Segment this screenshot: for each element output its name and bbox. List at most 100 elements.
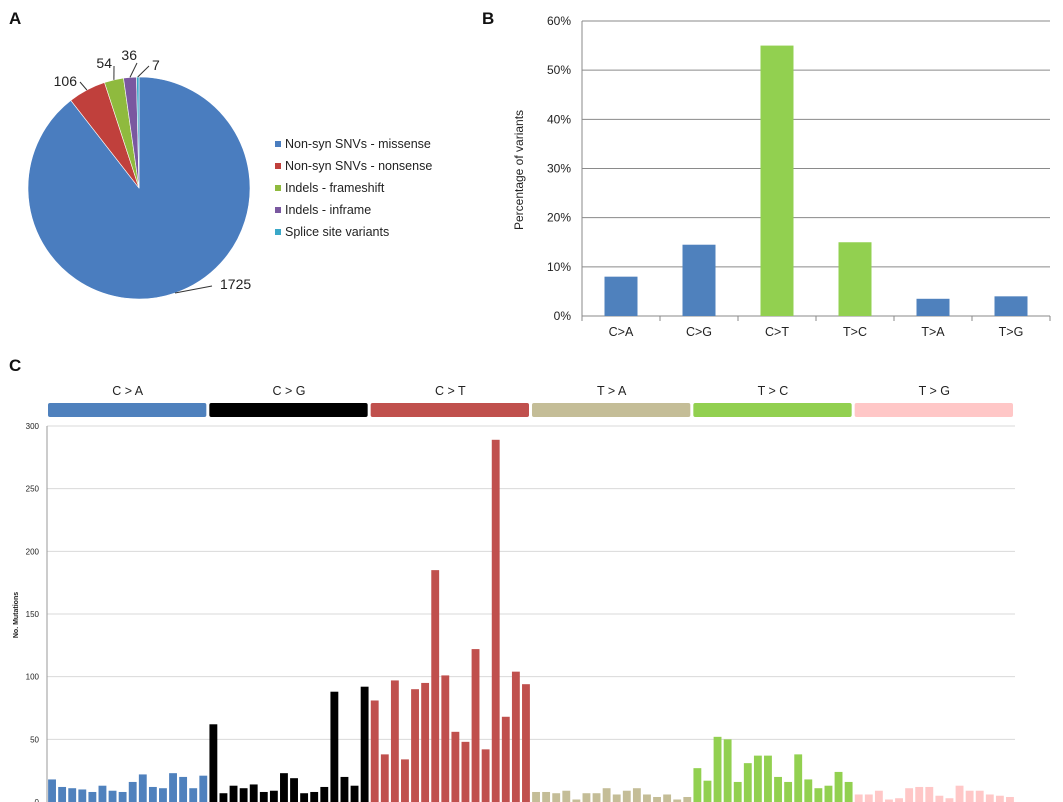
bar-chart-c-group-headers: C > A C > G C > T T > A T > C T > G [48,384,1013,417]
bar [885,799,893,802]
bar [985,794,994,802]
bar [834,771,843,802]
y-tick-label: 60% [547,14,571,28]
bar [592,793,601,802]
bar [995,795,1004,802]
bar [854,794,863,802]
bar [945,798,954,802]
group-header-label: T > G [919,384,950,398]
bar [330,691,339,802]
bar [723,739,732,802]
bar [814,788,823,802]
bar [905,788,914,802]
bar-chart-b-grid [582,20,1050,317]
bar [562,790,571,802]
pie-value-label: 1725 [220,276,251,292]
bar [713,736,722,802]
bar [461,741,470,802]
bar [522,684,530,802]
bar [743,763,752,802]
bar [401,759,409,802]
y-tick-label: 50 [30,735,39,744]
group-header-bar [209,403,368,417]
y-tick-label: 0% [554,309,572,323]
y-tick-label: 30% [547,162,571,176]
bar [481,749,490,802]
pie-value-label: 54 [96,55,112,71]
bar [491,439,500,802]
bar [350,785,359,802]
bar [219,793,228,802]
bar [895,798,903,802]
bar [370,700,379,802]
group-header-bar [693,403,852,417]
bar [643,794,651,802]
bar [915,786,924,802]
pie-slices [27,76,251,300]
bar [88,791,97,802]
legend-swatch [275,141,281,147]
y-tick-label: 10% [547,260,571,274]
bar [760,45,794,316]
bar [360,686,369,802]
panel-letter-a: A [9,9,21,28]
bar-chart-c-ylabel: No. Mutations [13,592,20,638]
bar [320,786,329,802]
bar [118,791,127,802]
group-header-label: C > A [112,384,144,398]
legend-swatch [275,185,281,191]
bar [189,788,198,802]
bar [844,781,853,802]
bar [169,773,177,802]
legend-swatch [275,229,281,235]
bar [612,794,621,802]
bar [310,791,319,802]
bar [532,791,540,802]
group-header-bar [532,403,691,417]
y-tick-label: 0 [35,798,40,802]
bar [774,776,782,802]
bar [249,784,258,802]
bar [159,788,167,802]
bar [380,754,389,802]
bar [209,724,218,802]
x-tick-label: C>G [686,325,712,339]
group-header-bar [854,403,1013,417]
bar [582,793,591,802]
pie-value-labels: 1725 106 54 36 7 [54,47,251,294]
bar [108,790,117,802]
bar-chart-b-ylabel: Percentage of variants [512,110,526,230]
x-tick-label: C>T [765,325,789,339]
group-header-bar [370,403,529,417]
y-tick-label: 300 [26,422,40,431]
bar [838,242,872,316]
bar [572,799,581,802]
pie-value-label: 106 [54,73,78,89]
legend-label: Indels - inframe [285,203,371,217]
bar [604,276,638,316]
bar [259,791,268,802]
bar [411,689,419,802]
bar [682,244,716,316]
pie-leader-line [137,65,150,78]
bar [390,680,399,802]
bar [764,755,772,802]
group-header-bar [48,403,207,417]
bar-chart-b-axes: 0% 10% 20% 30% 40% 50% 60% C>A C>G C>T T>C T>A T>G [547,14,1051,339]
bar-chart-c-axes: 0 50 100 150 200 250 300 [26,422,48,802]
bar [965,790,974,802]
group-header-label: C > T [435,384,466,398]
bar [935,795,944,802]
bar [451,731,460,802]
bar [994,296,1028,316]
pie-legend: Non-syn SNVs - missense Non-syn SNVs - no… [275,137,432,239]
bar [673,799,682,802]
y-tick-label: 250 [26,485,40,494]
bar [290,778,298,802]
bar [703,780,712,802]
x-tick-label: T>A [921,325,945,339]
pie-leader-line [174,285,213,294]
legend-label: Indels - frameshift [285,181,385,195]
